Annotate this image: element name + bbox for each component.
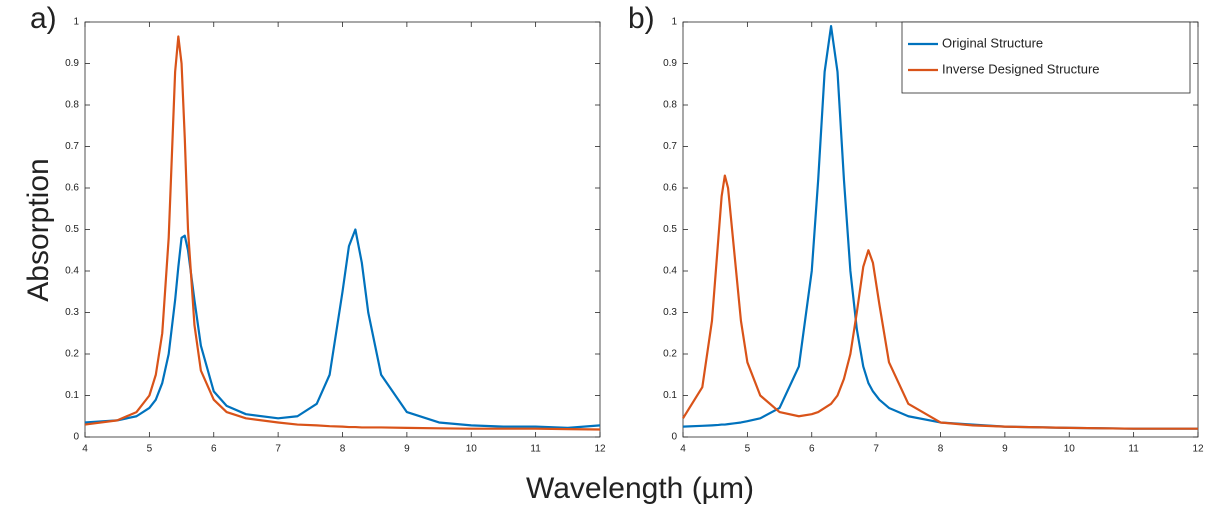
x-tick-label: 4 bbox=[680, 444, 686, 455]
x-tick-label: 11 bbox=[530, 444, 541, 455]
y-tick-label: 0.5 bbox=[65, 224, 79, 235]
series-line bbox=[84, 228, 601, 429]
y-tick-label: 0.2 bbox=[663, 349, 677, 360]
x-tick-label: 12 bbox=[594, 444, 606, 455]
legend-box bbox=[901, 21, 1191, 94]
y-tick-label: 0.9 bbox=[663, 58, 677, 69]
x-tick-label: 8 bbox=[938, 444, 944, 455]
y-tick-label: 0.4 bbox=[663, 266, 677, 277]
x-tick-label: 5 bbox=[147, 444, 153, 455]
y-tick-label: 0.2 bbox=[65, 349, 79, 360]
x-tick-label: 7 bbox=[275, 444, 281, 455]
x-tick-label: 6 bbox=[211, 444, 217, 455]
y-tick-label: 0.7 bbox=[65, 141, 79, 152]
plot-area bbox=[84, 21, 601, 438]
y-tick-label: 0.8 bbox=[663, 100, 677, 111]
x-tick-label: 12 bbox=[1192, 444, 1204, 455]
series-line bbox=[84, 35, 601, 431]
x-tick-label: 8 bbox=[340, 444, 346, 455]
series-line bbox=[682, 25, 1198, 430]
y-tick-label: 0.3 bbox=[663, 307, 677, 318]
y-axis-label: Absorption bbox=[22, 158, 55, 301]
x-tick-label: 9 bbox=[1002, 444, 1008, 455]
x-tick-label: 7 bbox=[873, 444, 879, 455]
y-tick-label: 0.3 bbox=[65, 307, 79, 318]
legend-label: Original Structure bbox=[942, 35, 1043, 50]
y-tick-label: 0 bbox=[671, 432, 677, 443]
y-tick-label: 1 bbox=[671, 17, 677, 28]
panel-label: b) bbox=[628, 2, 655, 35]
x-tick-label: 4 bbox=[82, 444, 88, 455]
y-tick-label: 0.9 bbox=[65, 58, 79, 69]
y-tick-label: 0.6 bbox=[65, 183, 79, 194]
series-line bbox=[682, 174, 1198, 430]
panel-label: a) bbox=[30, 2, 57, 35]
x-tick-label: 9 bbox=[404, 444, 410, 455]
y-tick-label: 0.4 bbox=[65, 266, 79, 277]
y-tick-label: 0.1 bbox=[65, 390, 79, 401]
x-tick-label: 10 bbox=[1064, 444, 1076, 455]
x-tick-label: 6 bbox=[809, 444, 815, 455]
y-tick-label: 0.7 bbox=[663, 141, 677, 152]
x-tick-label: 10 bbox=[466, 444, 478, 455]
y-tick-label: 0 bbox=[73, 432, 79, 443]
x-tick-label: 5 bbox=[745, 444, 751, 455]
y-tick-label: 1 bbox=[73, 17, 79, 28]
y-tick-label: 0.5 bbox=[663, 224, 677, 235]
y-tick-label: 0.6 bbox=[663, 183, 677, 194]
y-tick-label: 0.8 bbox=[65, 100, 79, 111]
y-tick-label: 0.1 bbox=[663, 390, 677, 401]
legend-label: Inverse Designed Structure bbox=[942, 61, 1100, 76]
x-tick-label: 11 bbox=[1128, 444, 1139, 455]
x-axis-label: Wavelength (µm) bbox=[526, 472, 754, 505]
